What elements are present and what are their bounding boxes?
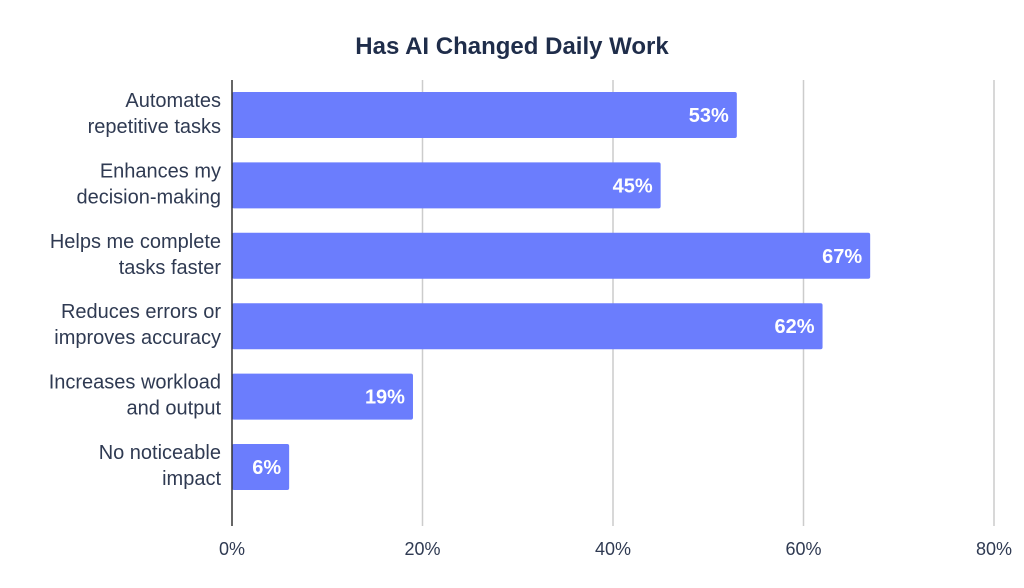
category-label-line: Helps me complete [50,231,221,253]
bar [232,444,290,490]
category-label-line: No noticeable [99,442,221,464]
category-label-line: Increases workload [49,372,221,394]
chart-title: Has AI Changed Daily Work [355,33,669,60]
data-label: 45% [613,175,653,197]
category-label-line: Automates [125,90,221,112]
data-label: 62% [775,316,815,338]
bar [232,92,737,138]
x-tick-label: 60% [785,539,821,559]
bar [232,162,661,209]
category-label-line: improves accuracy [54,327,221,349]
x-tick-label: 40% [595,539,631,559]
category-label-line: repetitive tasks [88,116,221,138]
x-tick-label: 80% [976,539,1012,559]
category-label-line: Enhances my [100,160,221,182]
bars [232,92,871,490]
bar [232,232,871,279]
labels: 0% 20% 40% 60% 80% 53% Automates repetitive tas… [49,90,1012,559]
category-label: No noticeable impact [99,442,222,490]
x-tick-label: 0% [219,539,245,559]
gridlines [421,80,995,526]
category-label-line: and output [126,398,221,420]
x-tick-label: 20% [404,539,440,559]
category-label-line: tasks faster [119,257,222,279]
category-label-line: decision-making [76,186,221,208]
category-label-line: Reduces errors or [61,301,221,323]
category-label-line: impact [162,468,221,490]
data-label: 53% [689,105,729,127]
bar [232,303,823,350]
category-label: Increases workload and output [49,372,222,420]
data-label: 19% [365,387,405,409]
category-label: Helps me complete tasks faster [50,231,222,279]
category-label: Enhances my decision-making [76,160,221,208]
bar [232,373,413,420]
category-label: Automates repetitive tasks [88,90,221,138]
data-label: 67% [822,246,862,268]
category-label: Reduces errors or improves accuracy [54,301,221,349]
data-label: 6% [252,457,281,479]
